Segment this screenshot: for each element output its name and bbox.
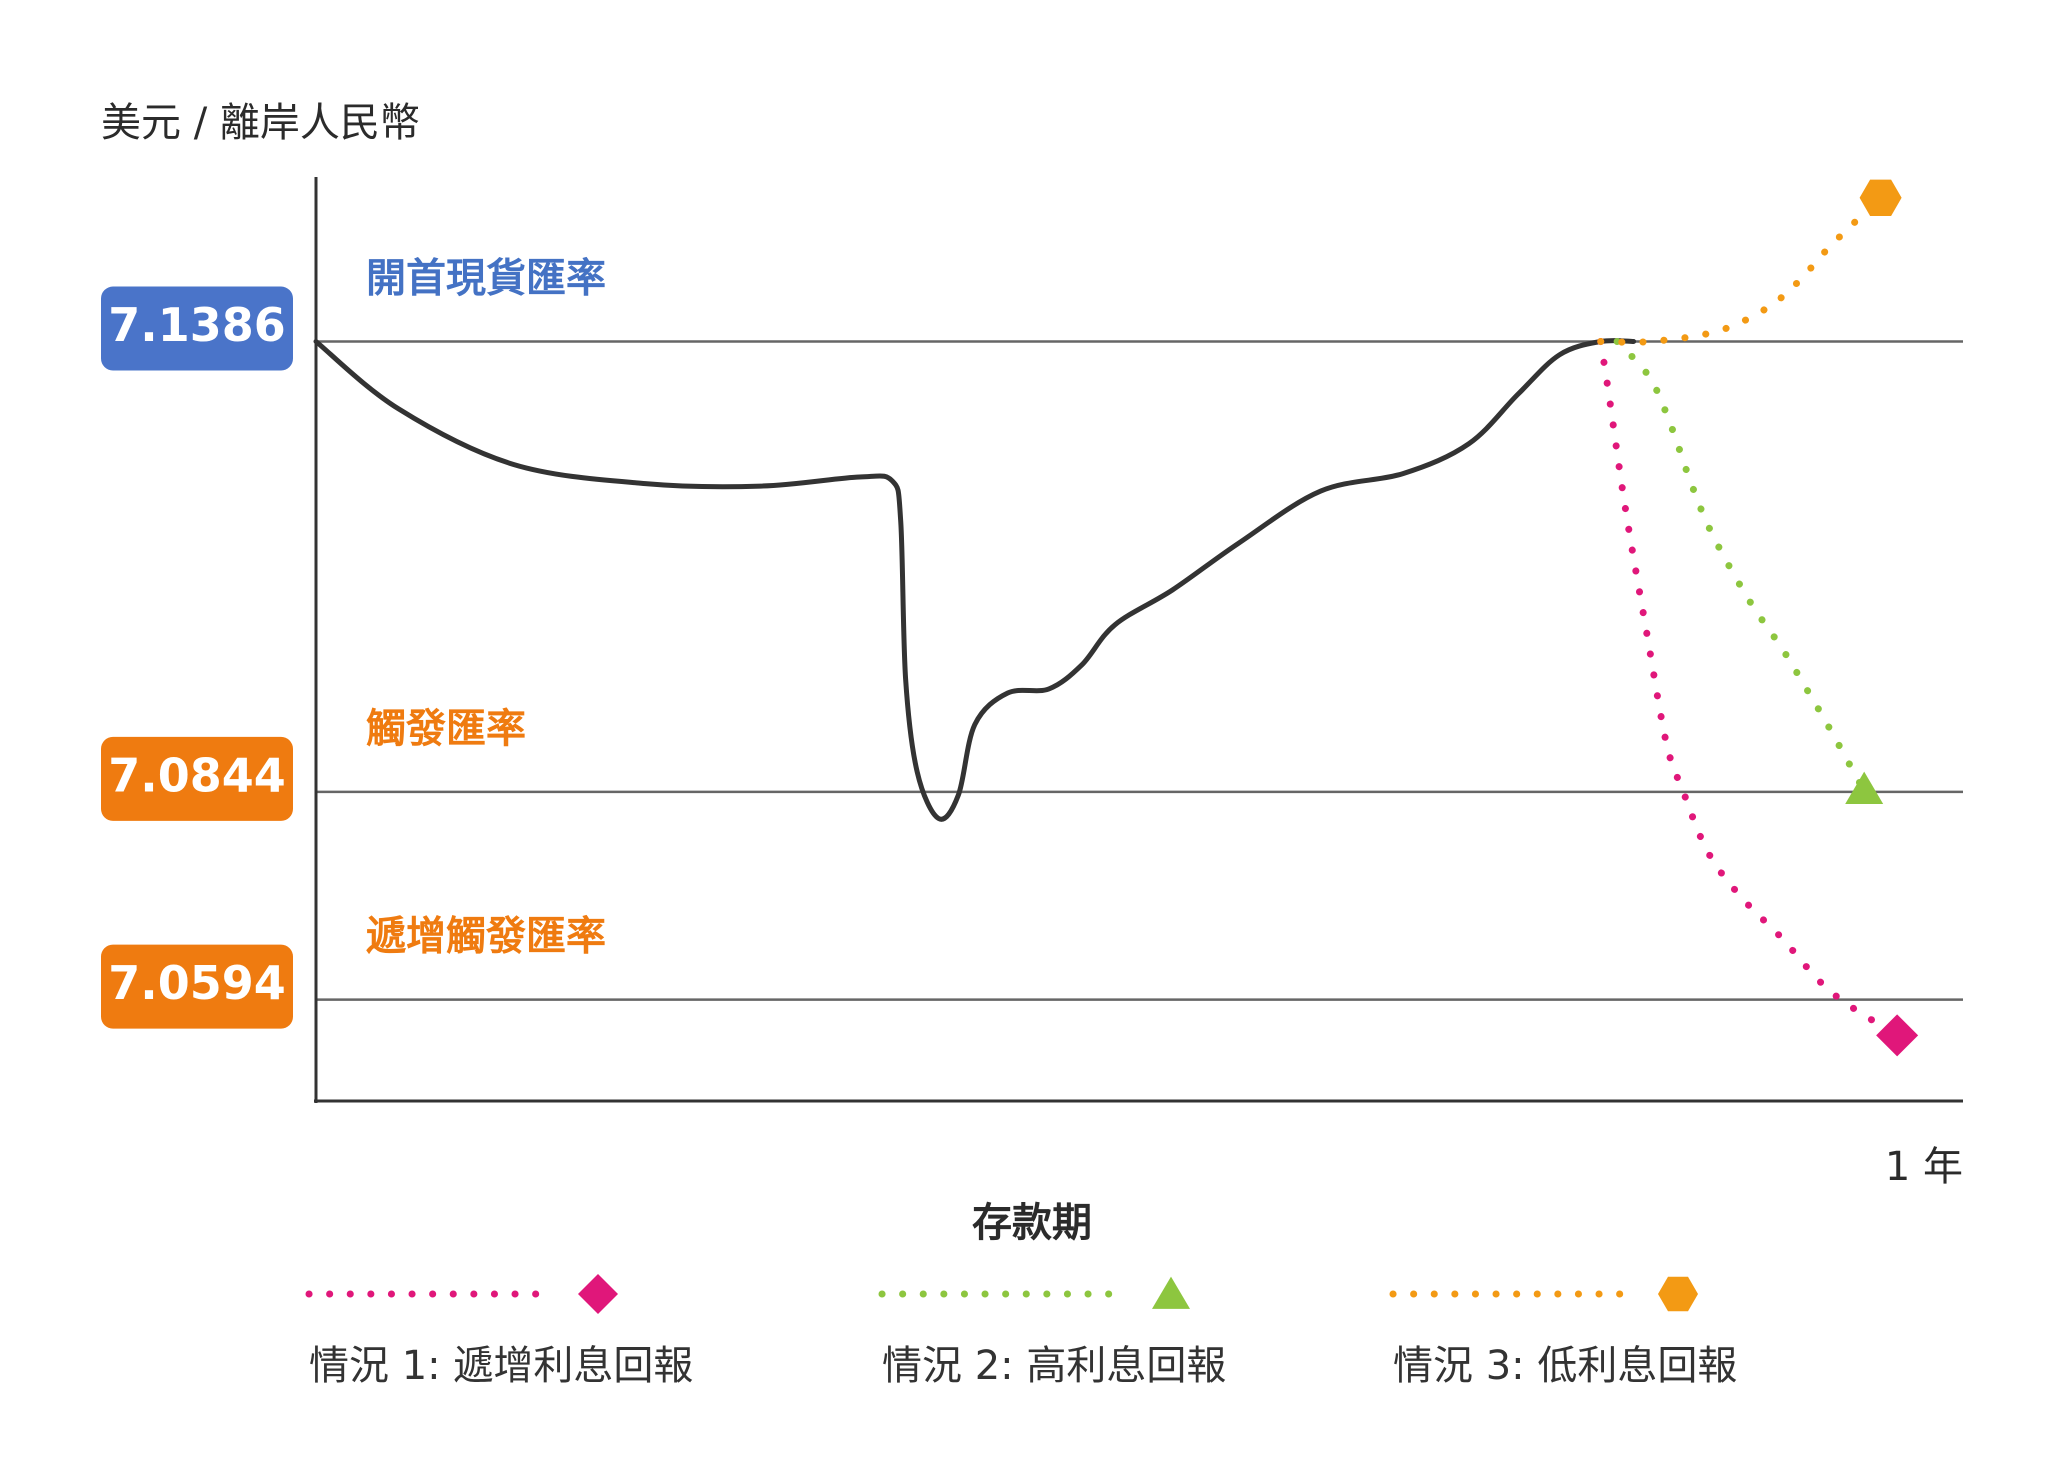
x-axis-end-label: 1 年 xyxy=(1885,1144,1963,1190)
legend-label: 情況 1: 遞增利息回報 xyxy=(309,1343,693,1389)
value-badge xyxy=(101,286,293,371)
legend: 情況 1: 遞增利息回報 情況 2: 高利息回報 情況 3: 低利息回報 xyxy=(305,1274,1737,1389)
legend-triangle-icon xyxy=(1152,1276,1190,1309)
x-axis-label: 存款期 xyxy=(972,1200,1092,1246)
scenario-end-triangle-marker xyxy=(1845,771,1884,804)
value-badge-text: 7.0594 xyxy=(108,956,286,1010)
scenario-line xyxy=(1613,338,1868,795)
y-axis-label: 美元 / 離岸人民幣 xyxy=(101,100,420,146)
legend-label: 情況 3: 低利息回報 xyxy=(1393,1343,1737,1389)
price-path-line xyxy=(313,338,1637,822)
reference-lines: 開首現貨匯率 7.1386 觸發匯率 7.0844 遞增觸發匯率 7.0594 xyxy=(101,256,1963,1029)
value-badge-text: 7.0844 xyxy=(108,748,286,802)
value-badge xyxy=(101,944,293,1029)
scenario-end-hexagon-marker xyxy=(1859,179,1902,216)
legend-diamond-icon xyxy=(578,1274,618,1314)
reference-line-label: 開首現貨匯率 xyxy=(366,256,606,302)
reference-line-label: 遞增觸發匯率 xyxy=(366,914,606,960)
scenario-line xyxy=(1597,338,1901,1039)
value-badge-text: 7.1386 xyxy=(108,298,286,352)
legend-label: 情況 2: 高利息回報 xyxy=(882,1343,1226,1389)
scenario-end-diamond-marker xyxy=(1876,1014,1919,1057)
legend-hexagon-icon xyxy=(1658,1276,1698,1312)
reference-line-label: 觸發匯率 xyxy=(366,706,526,752)
value-badge xyxy=(101,736,293,821)
scenario-line xyxy=(1597,194,1885,346)
scenario-lines xyxy=(1597,179,1919,1057)
